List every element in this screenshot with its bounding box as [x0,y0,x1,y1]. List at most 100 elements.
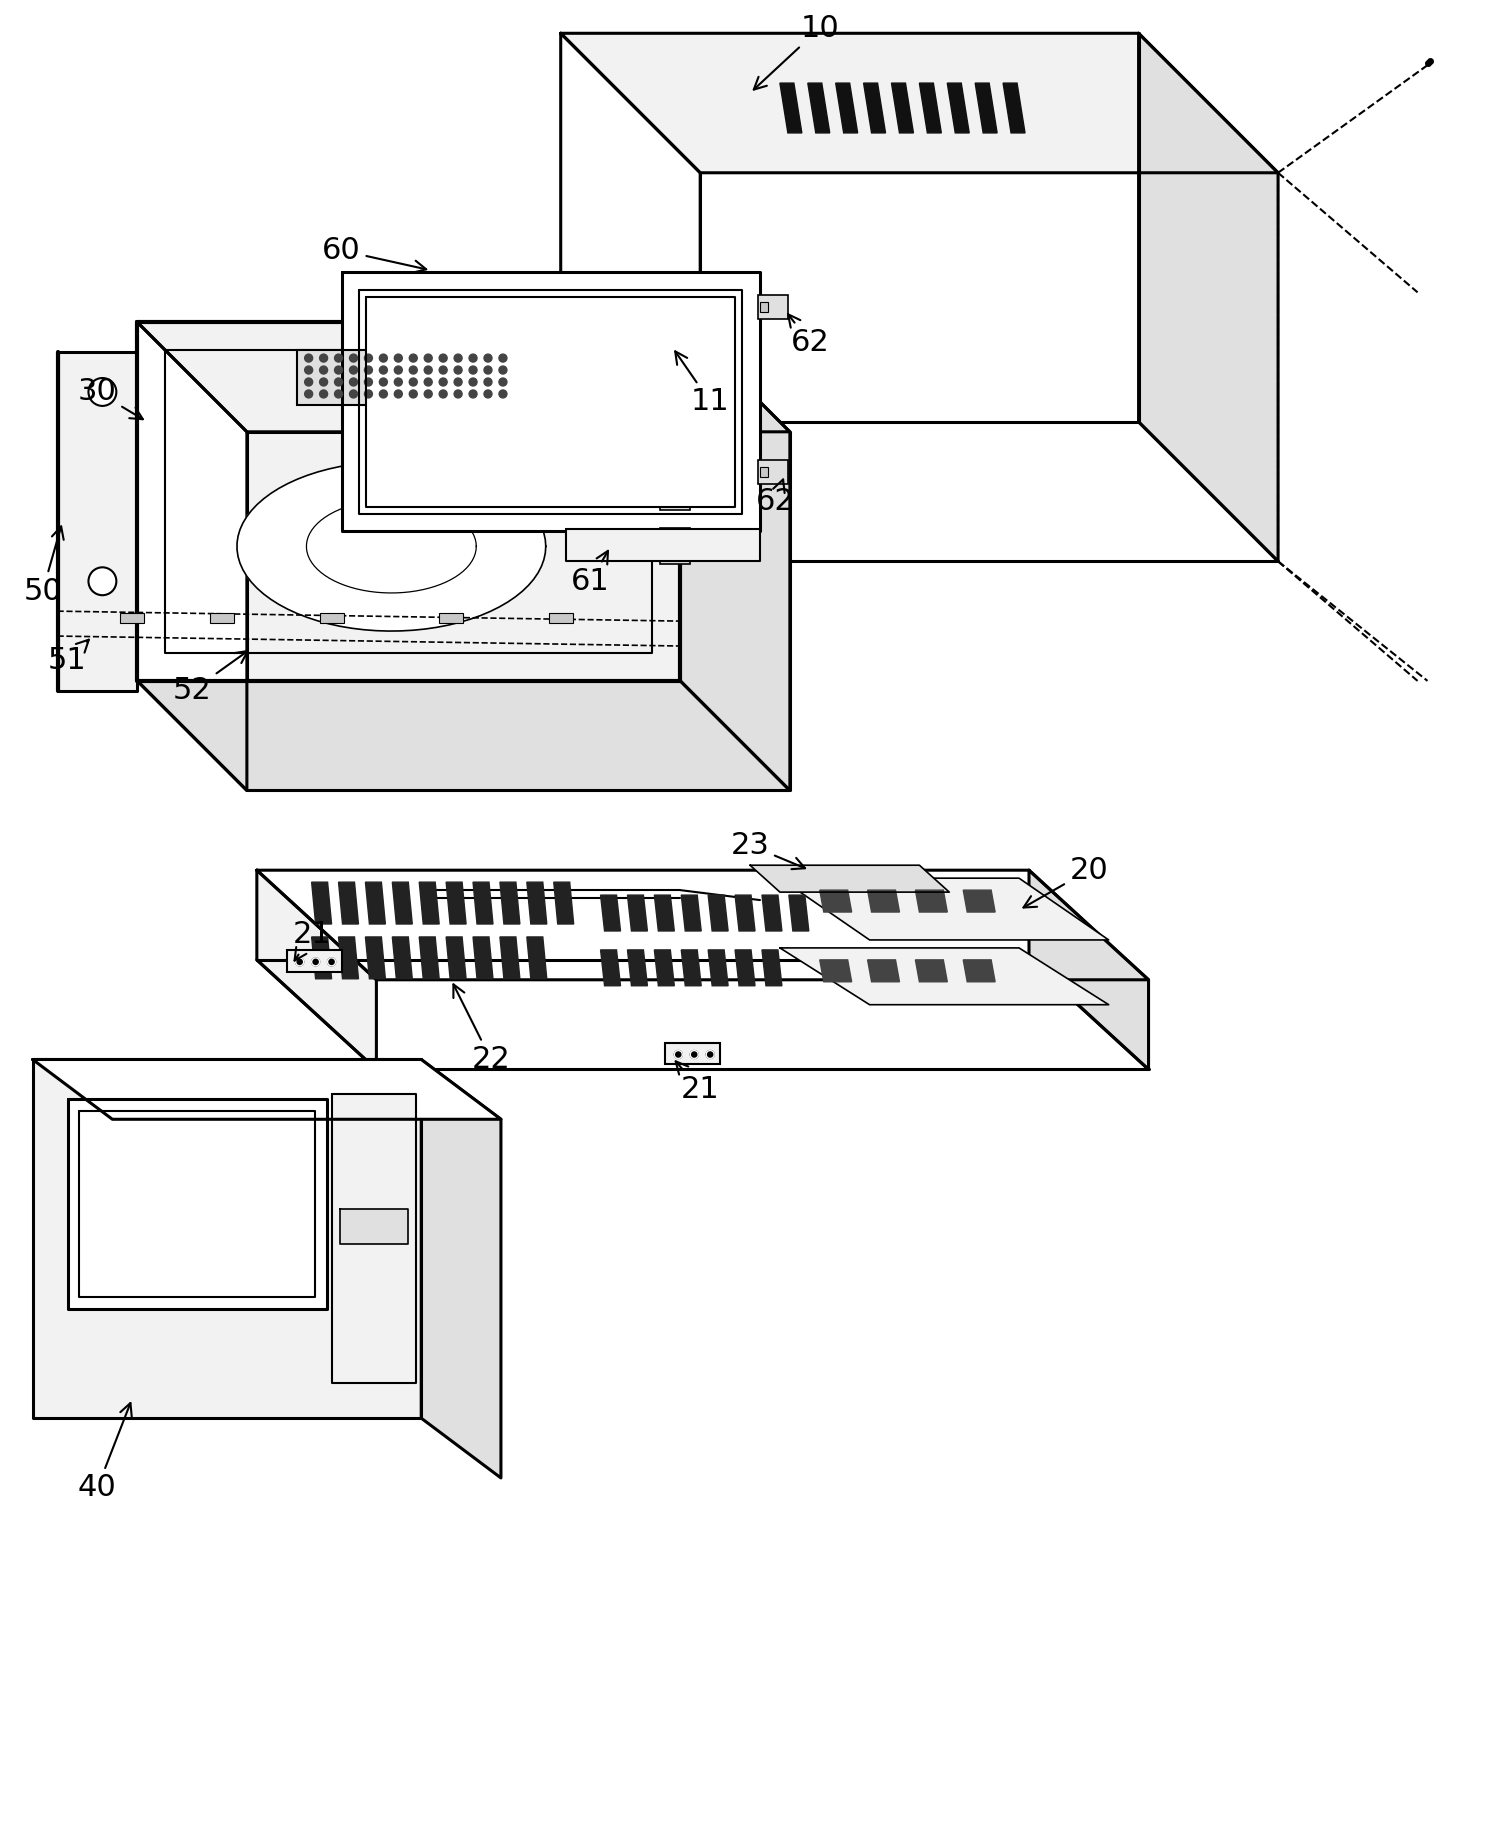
Polygon shape [473,883,493,924]
Polygon shape [561,33,700,561]
Circle shape [425,366,432,375]
Circle shape [395,366,402,375]
Circle shape [484,355,491,362]
Text: 20: 20 [1024,855,1108,907]
Polygon shape [915,890,948,912]
Text: 10: 10 [754,13,839,91]
Circle shape [296,959,304,966]
Polygon shape [311,883,331,924]
Polygon shape [446,936,466,979]
Polygon shape [750,864,950,892]
Polygon shape [735,949,754,986]
Polygon shape [311,936,331,979]
Text: 23: 23 [730,831,804,870]
Circle shape [380,390,387,397]
Polygon shape [919,83,942,133]
Polygon shape [682,949,702,986]
Text: 21: 21 [292,920,331,960]
Circle shape [454,379,463,386]
Circle shape [364,355,372,362]
Circle shape [334,390,343,397]
Circle shape [425,355,432,362]
Polygon shape [762,896,782,931]
Polygon shape [963,890,995,912]
Polygon shape [419,936,438,979]
Polygon shape [780,948,1108,1005]
Bar [758,296,788,320]
Circle shape [484,366,491,375]
Circle shape [349,355,357,362]
Circle shape [425,390,432,397]
Text: 60: 60 [322,236,426,273]
Polygon shape [868,890,900,912]
Polygon shape [331,1095,416,1383]
Circle shape [454,390,463,397]
Circle shape [499,379,507,386]
Polygon shape [780,877,1108,940]
Circle shape [319,355,328,362]
Polygon shape [33,1060,500,1119]
Circle shape [380,366,387,375]
Circle shape [499,366,507,375]
Polygon shape [419,883,438,924]
Polygon shape [138,321,246,791]
Polygon shape [708,896,729,931]
Polygon shape [33,1060,422,1418]
Polygon shape [680,321,789,791]
Circle shape [484,379,491,386]
Circle shape [706,1051,714,1058]
Circle shape [410,366,417,375]
Circle shape [380,355,387,362]
Bar [319,613,343,622]
Bar [661,473,691,510]
Circle shape [334,355,343,362]
Bar [121,613,144,622]
Text: 50: 50 [23,526,64,606]
Circle shape [334,366,343,375]
Polygon shape [526,936,547,979]
Circle shape [364,379,372,386]
Circle shape [89,567,116,595]
Circle shape [395,379,402,386]
Polygon shape [340,1210,408,1243]
Polygon shape [863,83,886,133]
Bar [761,467,768,477]
Polygon shape [565,530,761,561]
Polygon shape [422,1060,500,1478]
Circle shape [469,390,476,397]
Polygon shape [237,462,546,632]
Circle shape [395,390,402,397]
Circle shape [469,379,476,386]
Circle shape [380,379,387,386]
Bar [661,325,676,360]
Circle shape [484,390,491,397]
Polygon shape [392,883,413,924]
Circle shape [364,390,372,397]
Polygon shape [366,883,386,924]
Bar [758,460,788,484]
Polygon shape [446,883,466,924]
Polygon shape [366,936,386,979]
Polygon shape [138,321,789,432]
Polygon shape [339,936,358,979]
Polygon shape [762,949,782,986]
Circle shape [349,379,357,386]
Text: 21: 21 [676,1062,720,1105]
Circle shape [304,355,313,362]
Circle shape [674,1051,682,1058]
Polygon shape [780,83,801,133]
Polygon shape [473,936,493,979]
Polygon shape [915,960,948,983]
Polygon shape [868,960,900,983]
Polygon shape [627,949,647,986]
Polygon shape [561,33,1278,174]
Polygon shape [500,883,520,924]
Circle shape [364,366,372,375]
Polygon shape [655,896,674,931]
Polygon shape [553,883,573,924]
Polygon shape [392,936,413,979]
Polygon shape [342,272,761,532]
Text: 61: 61 [572,550,609,597]
Polygon shape [1139,33,1278,561]
Circle shape [410,390,417,397]
